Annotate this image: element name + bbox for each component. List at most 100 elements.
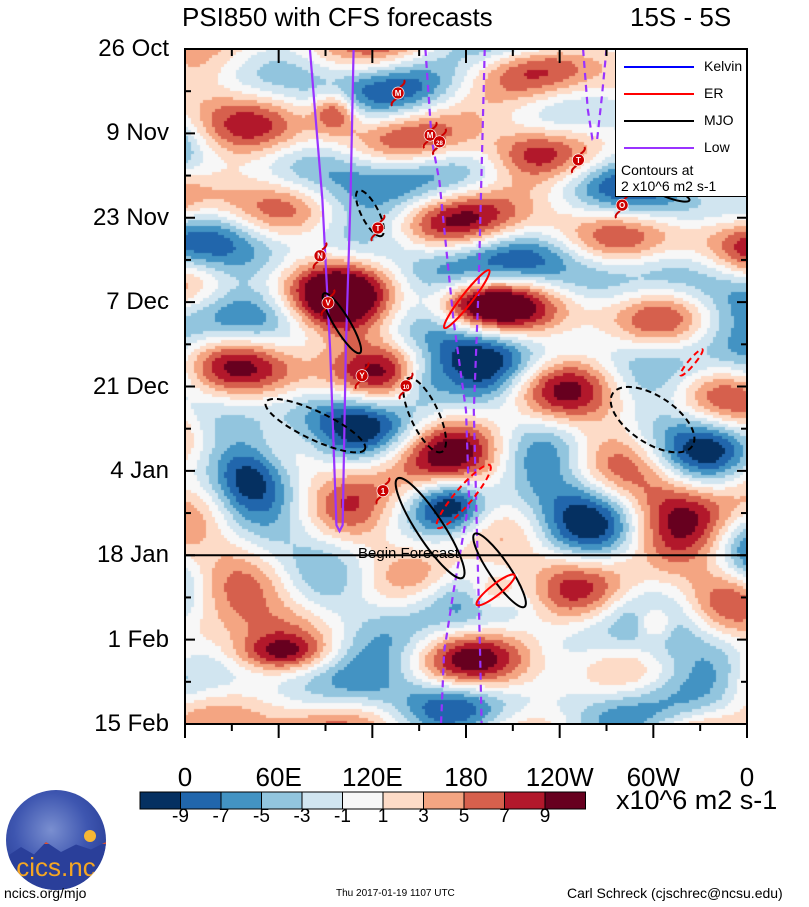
chart-title: PSI850 with CFS forecasts xyxy=(182,2,493,32)
storm-marker[interactable]: Y xyxy=(354,362,370,390)
storm-label: Y xyxy=(359,372,365,381)
storm-marker[interactable]: T xyxy=(370,214,386,242)
y-tick-label: 18 Jan xyxy=(96,541,169,569)
colorbar-level-label: 7 xyxy=(499,806,510,827)
x-tick-label: 120E xyxy=(341,762,403,792)
storm-swirl-icon xyxy=(398,372,414,400)
storm-label: T xyxy=(576,156,581,165)
storm-marker[interactable]: 10 xyxy=(398,372,414,400)
er-contour-solid xyxy=(475,573,516,607)
legend-item-label: Kelvin xyxy=(704,58,743,74)
y-tick-label: 26 Oct xyxy=(98,35,169,62)
y-tick-label: 21 Dec xyxy=(92,372,169,400)
legend-line-swatch xyxy=(624,93,694,95)
mjo-contour-solid xyxy=(321,292,363,355)
storm-label: T xyxy=(376,224,381,233)
y-tick-label: 15 Feb xyxy=(94,710,169,737)
mjo-contour-dashed xyxy=(402,376,448,454)
storm-label: 1 xyxy=(381,487,386,496)
storm-swirl-icon xyxy=(431,128,447,156)
storm-swirl-icon xyxy=(354,362,370,390)
low-track-solid xyxy=(308,49,355,534)
footer-author: Carl Schreck (cjschrec@ncsu.edu) xyxy=(567,885,783,901)
colorbar-level-label: 3 xyxy=(418,806,429,827)
legend-item-mjo: MJO xyxy=(620,112,742,130)
colorbar xyxy=(139,791,586,810)
storm-swirl-icon xyxy=(390,79,406,107)
legend-item-kelvin: Kelvin xyxy=(620,58,742,76)
logo-mountains xyxy=(6,842,106,890)
colorbar-level-label: 1 xyxy=(377,806,389,827)
legend-item-label: ER xyxy=(704,85,724,101)
colorbar-level-label: -3 xyxy=(293,806,311,827)
storm-label: 10 xyxy=(403,385,410,391)
er-contour-solid xyxy=(442,269,491,330)
colorbar-swatch xyxy=(544,791,586,810)
storm-swirl-icon xyxy=(570,146,586,174)
mjo-contour-solid xyxy=(394,476,466,580)
legend-item-label: MJO xyxy=(704,112,734,128)
units-label: x10^6 m2 s-1 xyxy=(616,785,778,815)
er-contour-dashed xyxy=(435,463,492,530)
begin-forecast-label: Begin Forecast xyxy=(358,545,459,562)
storm-swirl-icon xyxy=(375,477,391,505)
storm-label: M xyxy=(395,89,402,98)
storm-marker[interactable]: 28 xyxy=(431,128,447,156)
region-label: 15S - 5S xyxy=(630,2,732,32)
colorbar-level-label: -1 xyxy=(334,806,351,827)
storm-marker[interactable]: N xyxy=(312,242,328,270)
mjo-contour-dashed xyxy=(264,397,367,454)
legend-item-er: ER xyxy=(620,85,742,103)
plot-axes xyxy=(184,48,748,738)
colorbar-level-label: -5 xyxy=(253,806,270,827)
low-track-dashed xyxy=(472,49,486,724)
storm-label: V xyxy=(325,299,331,308)
cics-nc-logo: cics.nc xyxy=(6,790,106,890)
storm-label: M xyxy=(427,131,434,140)
low-track-dashed xyxy=(424,49,471,724)
storm-swirl-icon xyxy=(320,289,336,317)
colorbar-level-label: -9 xyxy=(172,806,189,827)
storm-label: O xyxy=(619,201,625,210)
storm-marker[interactable]: T xyxy=(570,146,586,174)
x-tick-label: 60E xyxy=(255,762,302,792)
storm-swirl-icon xyxy=(312,242,328,270)
storm-label: 28 xyxy=(436,141,443,147)
colorbar-level-label: -7 xyxy=(212,806,230,827)
mjo-contour-dashed xyxy=(355,189,385,238)
colorbar-level-label: 5 xyxy=(458,806,470,827)
logo-text: cics.nc xyxy=(16,852,96,882)
x-tick-label: 60W xyxy=(626,762,681,792)
x-tick-label: 0 xyxy=(177,762,193,792)
x-tick-label: 120W xyxy=(525,762,594,792)
storm-swirl-icon xyxy=(370,214,386,242)
storm-marker[interactable]: 1 xyxy=(375,477,391,505)
legend-line-swatch xyxy=(624,120,694,122)
x-tick-label: 180 xyxy=(444,762,488,792)
legend-item-low: Low xyxy=(620,139,742,157)
y-tick-label: 4 Jan xyxy=(110,456,169,484)
x-tick-label: 0 xyxy=(739,762,755,792)
legend-note-line2: 2 x10^6 m2 s-1 xyxy=(621,178,717,194)
legend-note-line1: Contours at xyxy=(621,162,694,178)
storm-marker[interactable]: M xyxy=(390,79,406,107)
legend-line-swatch xyxy=(624,147,694,149)
y-tick-label: 7 Dec xyxy=(106,288,169,316)
legend-item-label: Low xyxy=(704,139,730,155)
legend: Kelvin ER MJO Low Contours at 2 x10^6 m2 s-… xyxy=(615,49,747,197)
storm-marker[interactable]: M xyxy=(422,121,438,149)
footer-timestamp: Thu 2017-01-19 1107 UTC xyxy=(336,888,455,899)
logo-sun xyxy=(84,830,96,842)
mjo-contour-solid xyxy=(472,532,527,609)
storm-label: N xyxy=(317,252,323,261)
storm-swirl-icon xyxy=(422,121,438,149)
y-tick-label: 23 Nov xyxy=(92,203,169,231)
legend-line-swatch xyxy=(624,66,694,68)
er-contour-dashed xyxy=(679,348,704,377)
footer-website-link[interactable]: ncics.org/mjo xyxy=(4,885,87,901)
low-track-dashed xyxy=(581,49,608,141)
storm-marker[interactable]: V xyxy=(320,289,336,317)
y-tick-label: 9 Nov xyxy=(106,119,169,147)
